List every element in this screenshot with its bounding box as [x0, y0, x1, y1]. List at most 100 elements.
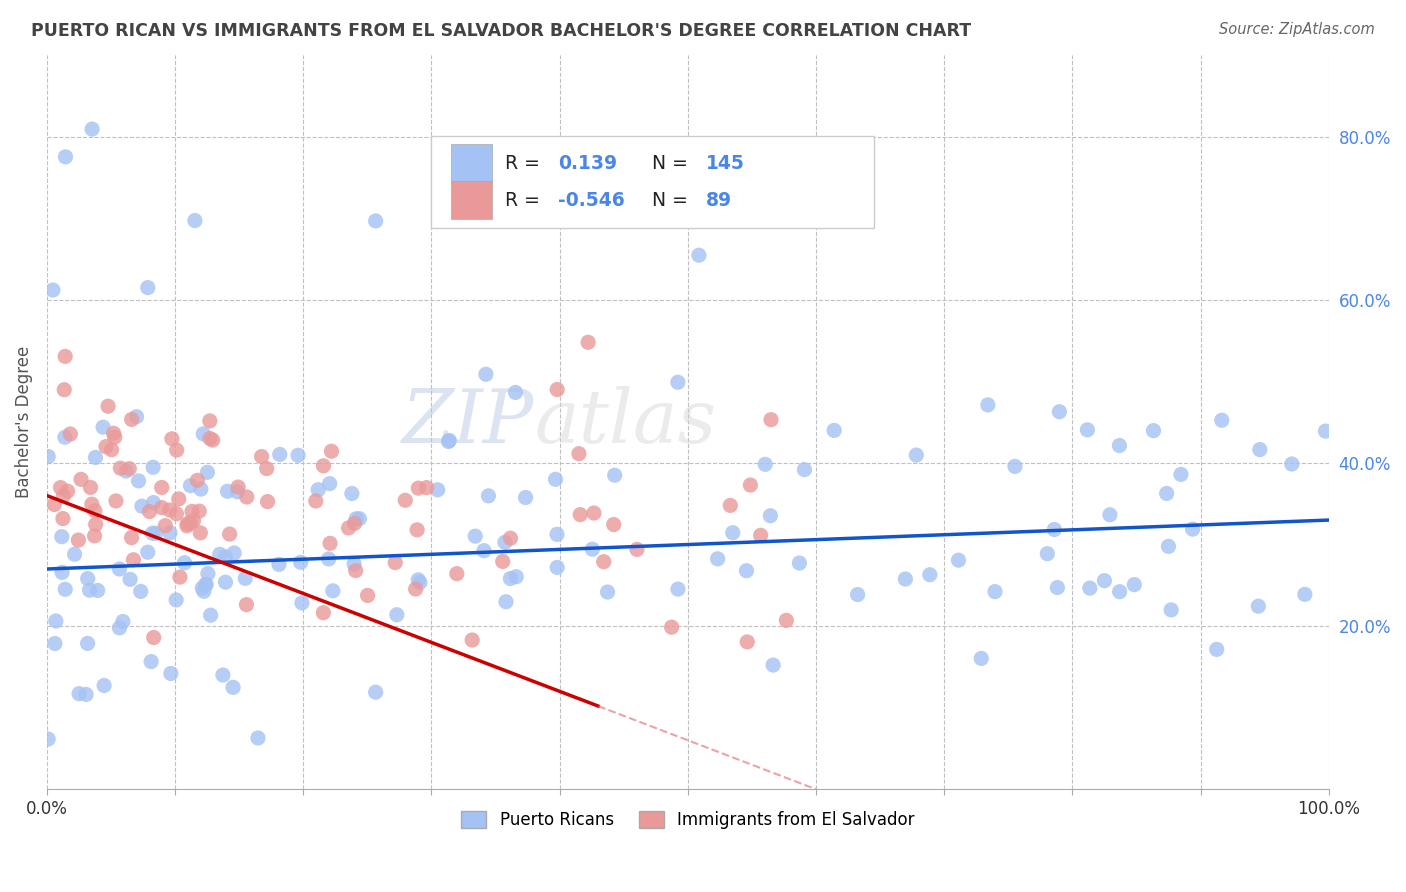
Point [984, 584, 1007, 599]
Point [394, 493, 416, 508]
Point [226, 480, 249, 494]
Point [343, 516, 366, 531]
Point [385, 607, 408, 622]
Point [337, 521, 360, 535]
Point [343, 557, 366, 571]
Point [179, 516, 201, 530]
Point [1247, 599, 1270, 614]
Point [464, 529, 486, 543]
Point [138, 504, 160, 518]
Point [67, 533, 90, 547]
Point [103, 426, 125, 441]
Point [569, 508, 592, 522]
Text: 145: 145 [706, 153, 745, 173]
Point [150, 480, 173, 494]
Point [415, 481, 437, 495]
Point [666, 582, 689, 596]
Point [188, 525, 211, 540]
Point [340, 486, 363, 500]
Point [1294, 587, 1316, 601]
Point [477, 489, 499, 503]
Point [256, 461, 278, 475]
Point [51, 530, 73, 544]
Point [235, 598, 257, 612]
Point [256, 494, 278, 508]
Point [706, 551, 728, 566]
Point [226, 484, 249, 499]
Point [1142, 424, 1164, 438]
Point [49, 481, 72, 495]
Point [169, 570, 191, 584]
Point [492, 554, 515, 568]
Point [75, 687, 97, 701]
Point [186, 474, 208, 488]
Point [94, 440, 117, 454]
Text: N =: N = [652, 191, 688, 210]
Point [197, 566, 219, 581]
Point [83, 529, 105, 543]
Point [217, 484, 239, 499]
Point [190, 482, 212, 496]
Point [233, 571, 256, 585]
Point [121, 412, 143, 426]
Point [165, 507, 187, 521]
Point [437, 434, 460, 449]
Point [626, 542, 648, 557]
Point [59, 427, 82, 442]
Point [236, 490, 259, 504]
Point [918, 567, 941, 582]
Point [1078, 581, 1101, 595]
Point [53, 430, 76, 444]
Point [79, 480, 101, 494]
Point [287, 448, 309, 462]
Point [1160, 603, 1182, 617]
Point [1249, 442, 1271, 457]
Point [79, 583, 101, 598]
Point [406, 573, 429, 587]
Point [159, 503, 181, 517]
Point [136, 280, 159, 294]
Point [198, 414, 221, 428]
Point [142, 495, 165, 509]
Point [505, 385, 527, 400]
FancyBboxPatch shape [432, 136, 873, 227]
Point [53, 582, 76, 597]
Point [200, 608, 222, 623]
Point [472, 543, 495, 558]
Point [193, 426, 215, 441]
Point [446, 566, 468, 581]
Point [115, 464, 138, 478]
Point [321, 444, 343, 458]
Point [121, 531, 143, 545]
Point [515, 491, 537, 505]
Point [823, 423, 845, 437]
Point [322, 583, 344, 598]
Point [970, 651, 993, 665]
Point [1036, 547, 1059, 561]
Point [108, 562, 131, 576]
Point [603, 468, 626, 483]
Point [195, 577, 218, 591]
Point [576, 335, 599, 350]
Point [197, 466, 219, 480]
Point [1156, 486, 1178, 500]
Point [118, 461, 141, 475]
Point [312, 606, 335, 620]
Point [364, 214, 387, 228]
Point [740, 478, 762, 492]
Point [56, 484, 79, 499]
Point [97, 399, 120, 413]
Text: -0.546: -0.546 [558, 191, 626, 210]
Point [977, 398, 1000, 412]
Point [307, 483, 329, 497]
Point [142, 460, 165, 475]
Point [179, 478, 201, 492]
Point [198, 432, 221, 446]
Point [661, 620, 683, 634]
Point [181, 504, 204, 518]
Point [364, 685, 387, 699]
Point [762, 658, 785, 673]
Point [319, 536, 342, 550]
Point [55, 150, 77, 164]
Point [495, 595, 517, 609]
